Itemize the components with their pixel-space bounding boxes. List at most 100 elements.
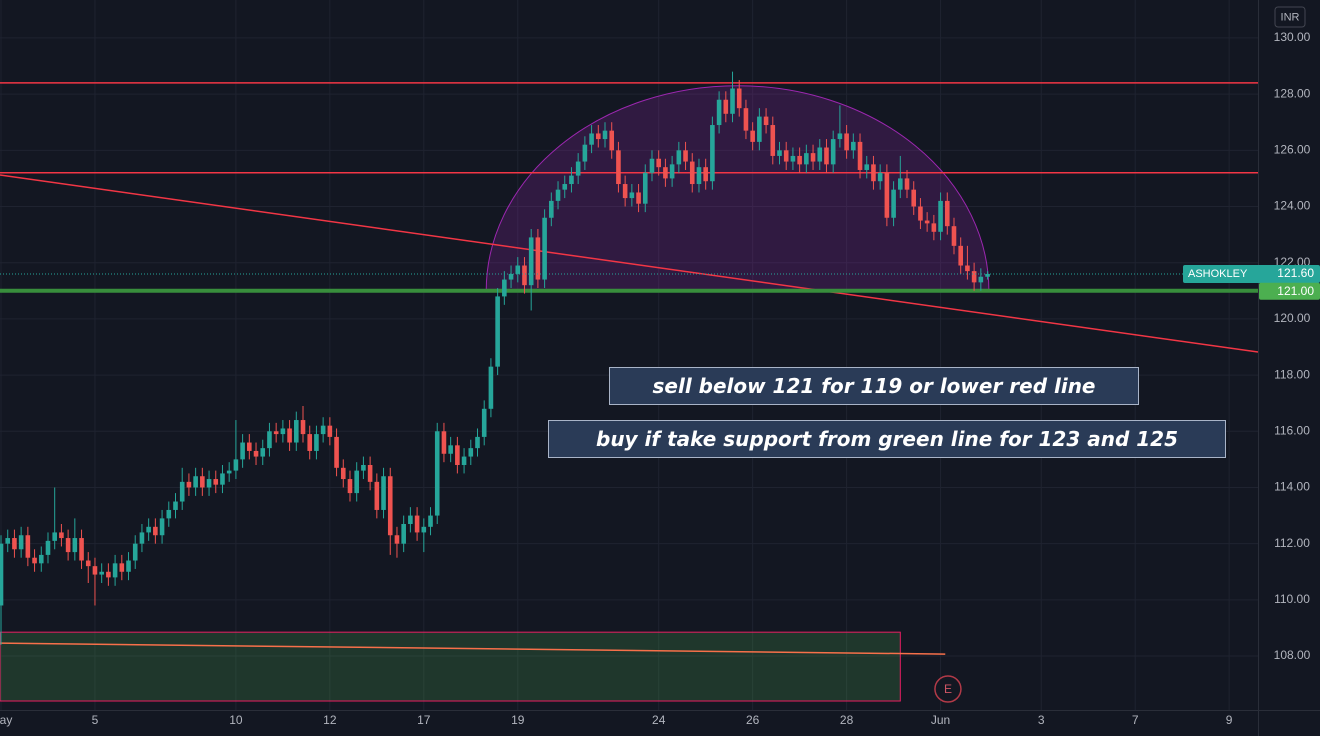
candle-body — [736, 88, 742, 109]
candle-body — [260, 448, 266, 457]
candle-body — [401, 524, 406, 544]
candle-body — [92, 566, 98, 575]
candle-body — [864, 164, 870, 170]
x-tick-label: 19 — [511, 713, 525, 727]
candle-body — [32, 557, 37, 564]
candle-body — [327, 425, 333, 437]
candle-body — [455, 445, 460, 465]
candle-body — [609, 130, 615, 151]
candle-body — [179, 481, 185, 502]
candle-body — [824, 147, 829, 165]
candle-body — [394, 535, 400, 544]
candle-body — [475, 436, 480, 449]
candle-body — [488, 366, 494, 409]
currency-box — [1274, 6, 1306, 28]
candle-body — [797, 155, 802, 165]
candle-body — [99, 571, 104, 575]
candle-body — [918, 206, 923, 221]
candle-body — [951, 226, 957, 246]
candle-body — [958, 245, 963, 266]
candle-body — [857, 141, 863, 170]
candle-body — [689, 161, 695, 185]
x-tick-label: 10 — [229, 713, 243, 727]
candle-body — [495, 296, 500, 367]
candle-body — [293, 420, 299, 443]
support-price-box — [1259, 282, 1320, 300]
candle-body — [810, 153, 816, 162]
candle-body — [622, 184, 628, 199]
y-tick-label: 112.00 — [1274, 536, 1310, 550]
candle-body — [387, 476, 393, 536]
candle-body — [602, 130, 608, 140]
candle-body — [783, 150, 789, 162]
candle-body — [139, 532, 145, 544]
candle-body — [340, 467, 346, 480]
candle-body — [220, 473, 225, 485]
candle-body — [45, 540, 51, 555]
candle-body — [710, 125, 715, 182]
y-tick-label: 118.00 — [1274, 367, 1310, 381]
last-price-label: 121.60 — [1277, 266, 1314, 280]
candle-body — [971, 271, 977, 283]
candle-body — [522, 265, 527, 286]
candle-body — [595, 133, 601, 140]
candle-body — [582, 144, 588, 162]
candle-body — [414, 515, 420, 533]
candle-body — [481, 408, 487, 437]
candle-body — [5, 538, 11, 544]
candle-body — [72, 538, 78, 553]
candle-body — [965, 265, 970, 272]
candle-body — [314, 434, 319, 451]
x-tick-label: May — [0, 713, 12, 727]
candle-body — [166, 509, 172, 519]
candle-body — [750, 130, 755, 142]
support-price-label: 121.00 — [1277, 284, 1314, 298]
candle-body — [421, 526, 427, 533]
candle-body — [240, 442, 245, 460]
earnings-label: E — [944, 682, 952, 696]
candle-body — [186, 481, 192, 488]
y-tick-label: 110.00 — [1274, 592, 1310, 606]
y-tick-label: 130.00 — [1274, 30, 1311, 44]
candle-body — [85, 560, 91, 567]
candle-body — [461, 456, 467, 465]
candle-body — [502, 279, 507, 297]
candle-body — [790, 155, 796, 162]
y-tick-label: 126.00 — [1274, 142, 1311, 156]
candle-body — [830, 139, 836, 165]
candle-body — [354, 470, 359, 494]
candle-body — [978, 276, 984, 283]
candle-body — [716, 99, 722, 126]
candle-body — [730, 88, 735, 114]
candle-body — [837, 133, 843, 140]
candle-body — [508, 273, 514, 280]
candle-body — [307, 434, 313, 451]
candle-body — [132, 543, 138, 561]
candle-body — [535, 237, 541, 280]
candle-body — [575, 161, 581, 176]
candle-body — [347, 479, 353, 494]
candle-body — [173, 501, 178, 510]
x-tick-label: 5 — [92, 713, 99, 727]
y-tick-label: 116.00 — [1274, 423, 1310, 437]
x-tick-label: Jun — [931, 713, 950, 727]
candle-body — [649, 158, 655, 173]
candle-body — [757, 116, 762, 142]
candle-body — [642, 172, 648, 204]
candle-body — [300, 420, 306, 435]
candle-body — [891, 189, 896, 218]
series-name: ASHOKLEY — [1188, 268, 1248, 280]
y-tick-label: 124.00 — [1274, 199, 1311, 213]
candle-body — [549, 200, 554, 218]
candle-body — [12, 538, 17, 550]
candle-body — [441, 431, 447, 454]
x-tick-label: 28 — [840, 713, 854, 727]
x-tick-label: 3 — [1038, 713, 1045, 727]
candle-body — [669, 164, 675, 179]
trend-line — [0, 174, 1258, 353]
candle-body — [656, 158, 661, 168]
candle-body — [79, 538, 84, 561]
candle-body — [320, 425, 326, 435]
candle-body — [374, 481, 380, 510]
